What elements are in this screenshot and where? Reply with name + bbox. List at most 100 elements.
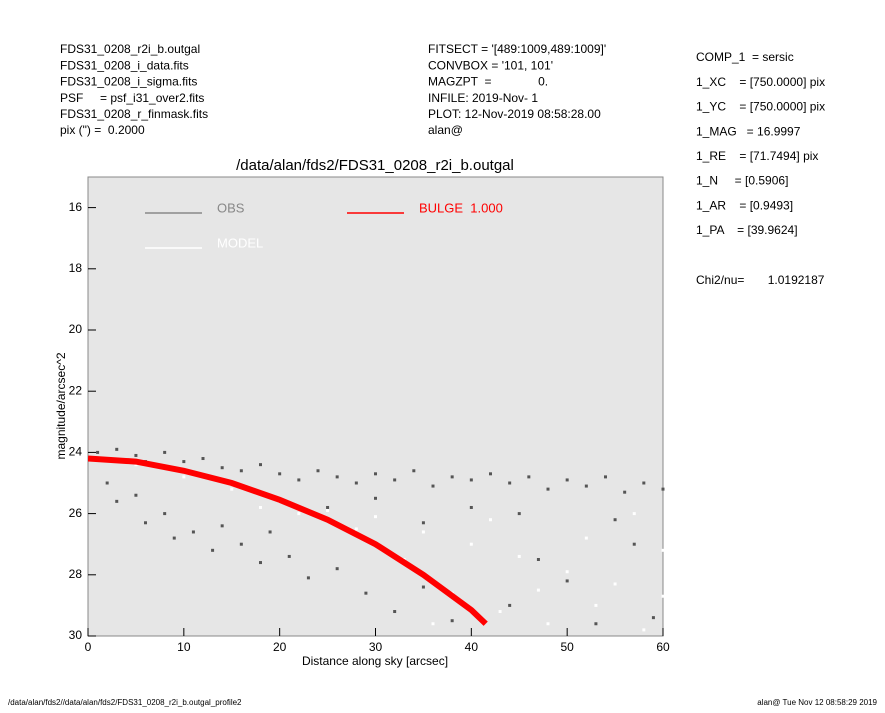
x-tick-label: 40 <box>465 640 479 654</box>
point <box>96 450 100 454</box>
x-axis-label: Distance along sky [arcsec] <box>302 654 448 668</box>
point <box>134 493 138 497</box>
point <box>421 585 425 589</box>
header-middle-line: INFILE: 2019-Nov- 1 <box>428 91 538 105</box>
point <box>393 478 397 482</box>
point <box>115 499 119 503</box>
point <box>594 603 598 607</box>
x-tick-label: 30 <box>369 640 383 654</box>
point <box>421 521 425 525</box>
x-tick-label: 20 <box>273 640 287 654</box>
header-middle-line: FITSECT = '[489:1009,489:1009]' <box>428 42 606 56</box>
point <box>239 542 243 546</box>
point <box>230 487 234 491</box>
y-tick-label: 26 <box>69 506 83 520</box>
x-tick-label: 60 <box>656 640 670 654</box>
point <box>527 475 531 479</box>
point <box>144 521 147 525</box>
fit-parameter: 1_AR = [0.9493] <box>696 198 793 212</box>
point <box>613 582 617 586</box>
point <box>565 478 569 482</box>
point <box>364 591 368 595</box>
fit-parameter: 1_MAG = 16.9997 <box>696 124 801 138</box>
point <box>134 463 138 467</box>
point <box>326 509 330 513</box>
x-tick-label: 0 <box>85 640 92 654</box>
header-middle-line: CONVBOX = '101, 101' <box>428 58 553 72</box>
point <box>220 524 224 528</box>
point <box>469 542 473 546</box>
point <box>517 512 521 516</box>
point <box>326 505 330 509</box>
point <box>182 475 186 479</box>
point <box>489 472 492 476</box>
header-left-line: FDS31_0208_i_data.fits <box>60 58 189 72</box>
fit-parameter: 1_N = [0.5906] <box>696 174 788 188</box>
chart-title: /data/alan/fds2/FDS31_0208_r2i_b.outgal <box>236 157 514 174</box>
fit-parameter: 1_PA = [39.9624] <box>696 223 798 237</box>
point <box>642 628 646 632</box>
point <box>469 478 473 482</box>
point <box>632 542 636 546</box>
y-tick-label: 28 <box>69 567 83 581</box>
point <box>508 603 512 607</box>
fit-parameter: 1_RE = [71.7494] pix <box>696 149 818 163</box>
point <box>182 460 186 464</box>
y-axis-label: magnitude/arcsec^2 <box>54 352 68 459</box>
point <box>469 505 473 509</box>
point <box>201 457 205 461</box>
point <box>268 530 272 534</box>
point <box>661 594 665 598</box>
point <box>421 530 425 534</box>
point <box>316 469 320 473</box>
point <box>211 548 215 552</box>
point <box>546 622 550 626</box>
legend-label: OBS <box>217 200 245 215</box>
fit-parameter: 1_XC = [750.0000] pix <box>696 75 825 89</box>
header-middle-line: MAGZPT = 0. <box>428 75 548 89</box>
point <box>623 490 627 494</box>
point <box>594 622 598 626</box>
point <box>431 622 435 626</box>
point <box>374 472 377 476</box>
header-middle-line: PLOT: 12-Nov-2019 08:58:28.00 <box>428 107 601 121</box>
point <box>604 475 607 479</box>
point <box>259 561 262 565</box>
point <box>508 481 512 485</box>
fit-parameter: 1_YC = [750.0000] pix <box>696 100 825 114</box>
point <box>191 530 195 534</box>
header-left-line: FDS31_0208_r2i_b.outgal <box>60 42 200 56</box>
point <box>105 481 109 485</box>
point <box>374 496 377 500</box>
header-middle-line: alan@ <box>428 123 463 137</box>
point <box>661 487 665 491</box>
point <box>661 548 665 552</box>
point <box>259 505 262 509</box>
point <box>584 484 588 488</box>
point <box>431 484 435 488</box>
point <box>393 610 397 614</box>
point <box>450 619 454 623</box>
point <box>354 481 358 485</box>
y-tick-label: 18 <box>69 261 83 275</box>
point <box>412 469 416 473</box>
point <box>374 515 377 519</box>
point <box>642 481 646 485</box>
legend-label: MODEL <box>217 235 263 250</box>
model-curve <box>88 455 488 626</box>
point <box>546 487 550 491</box>
header-left-line: PSF = psf_i31_over2.fits <box>60 91 204 105</box>
point <box>239 469 243 473</box>
point <box>335 567 339 571</box>
y-tick-label: 24 <box>69 445 83 459</box>
chi2: Chi2/nu= 1.0192187 <box>696 273 825 287</box>
point <box>278 472 282 476</box>
point <box>163 450 167 454</box>
point <box>354 527 358 531</box>
point <box>450 475 454 479</box>
point <box>163 512 167 516</box>
y-tick-label: 22 <box>69 383 83 397</box>
point <box>172 536 176 540</box>
point <box>489 518 492 522</box>
